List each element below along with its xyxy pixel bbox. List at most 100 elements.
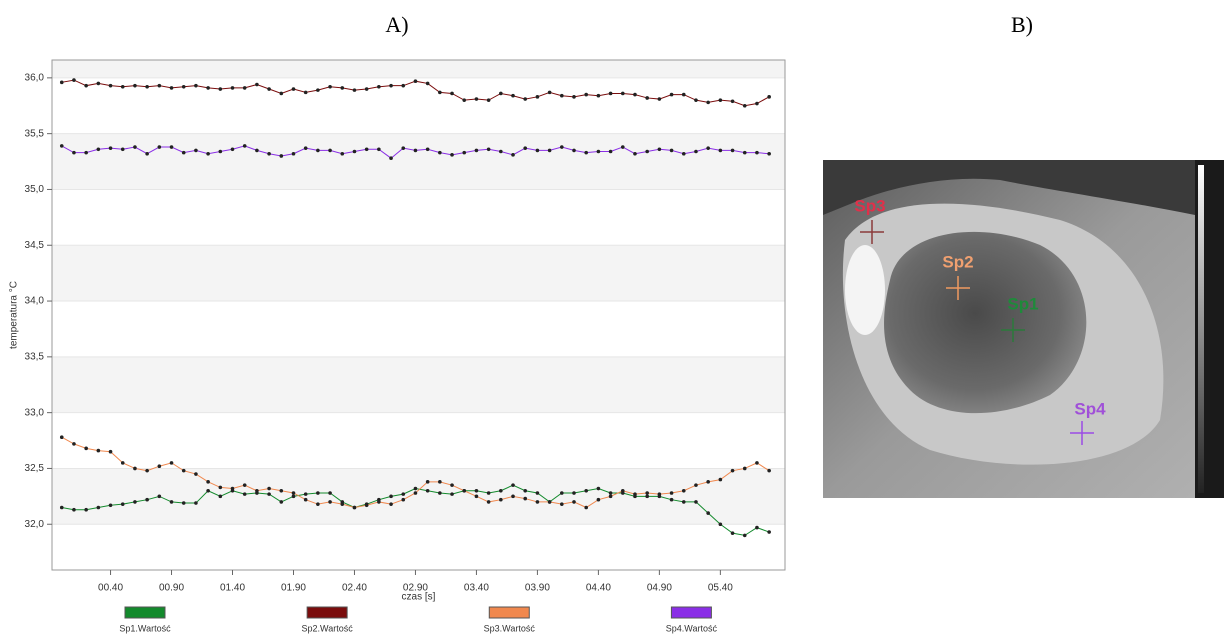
data-point — [316, 491, 320, 495]
data-point — [120, 461, 125, 465]
data-point — [645, 494, 649, 499]
data-point — [450, 483, 454, 487]
data-point — [120, 502, 125, 506]
data-point — [401, 83, 406, 88]
data-point — [364, 87, 369, 91]
legend-swatch[interactable] — [124, 606, 166, 619]
data-point — [572, 491, 576, 495]
spot-label: Sp2 — [942, 252, 973, 271]
data-point — [120, 84, 125, 89]
data-point — [450, 91, 454, 96]
data-point — [755, 101, 759, 106]
data-point — [669, 497, 674, 502]
legend-swatch[interactable] — [306, 606, 348, 619]
x-tick-label: 03.90 — [525, 583, 550, 594]
data-point — [194, 83, 198, 88]
data-point — [218, 87, 223, 91]
data-point — [608, 494, 613, 499]
data-point — [279, 488, 284, 493]
data-point — [267, 492, 271, 496]
data-point — [279, 91, 284, 96]
data-point — [352, 505, 357, 510]
data-point — [499, 149, 503, 154]
data-point — [133, 466, 137, 471]
data-point — [255, 82, 259, 87]
data-point — [230, 486, 235, 491]
data-point — [72, 78, 76, 82]
data-point — [511, 153, 515, 157]
data-point — [133, 500, 137, 504]
data-point — [230, 86, 235, 90]
x-tick-label: 00.90 — [159, 583, 184, 594]
data-point — [279, 154, 284, 158]
data-point — [291, 494, 296, 499]
legend-swatch[interactable] — [488, 606, 530, 619]
data-point — [84, 83, 88, 88]
grid-band — [52, 245, 785, 302]
data-point — [620, 91, 625, 96]
x-tick-label: 02.40 — [342, 583, 367, 594]
data-point — [523, 488, 528, 493]
data-point — [120, 147, 125, 152]
data-point — [169, 461, 174, 465]
y-tick-label: 32,5 — [25, 463, 45, 474]
data-point — [279, 500, 284, 504]
data-point — [499, 497, 503, 502]
data-point — [547, 90, 552, 95]
y-tick-label: 35,0 — [25, 184, 45, 195]
data-point — [303, 497, 308, 502]
data-point — [620, 488, 625, 493]
data-point — [706, 480, 710, 484]
data-point — [645, 96, 649, 100]
data-point — [194, 501, 198, 505]
data-point — [523, 496, 528, 501]
data-point — [145, 151, 149, 156]
legend-label: Sp1.Wartość — [119, 623, 171, 633]
data-point — [767, 468, 771, 473]
y-tick-label: 35,5 — [25, 128, 45, 139]
data-point — [255, 488, 259, 493]
data-point — [657, 492, 662, 496]
data-point — [291, 151, 296, 156]
legend-swatch[interactable] — [670, 606, 712, 619]
data-point — [633, 92, 637, 97]
data-point — [242, 492, 247, 496]
data-point — [462, 488, 467, 493]
data-point — [633, 151, 637, 156]
data-point — [535, 491, 540, 495]
data-point — [291, 87, 296, 91]
data-point — [742, 150, 747, 155]
data-point — [438, 491, 442, 495]
legend-label: Sp4.Wartość — [666, 623, 718, 633]
data-point — [608, 91, 613, 96]
data-point — [206, 480, 210, 484]
data-point — [572, 500, 576, 504]
data-point — [730, 468, 735, 473]
data-point — [438, 90, 442, 95]
chart: 32,0 32,5 33,0 33,5 34,0 34,5 35,0 35,5 36,0 00.4… — [9, 59, 786, 633]
data-point — [255, 148, 259, 153]
data-point — [718, 98, 723, 102]
data-point — [499, 488, 503, 493]
data-point — [84, 150, 88, 155]
x-tick-label: 01.90 — [281, 583, 306, 594]
y-tick-label: 33,5 — [25, 351, 45, 362]
x-tick-label: 04.90 — [647, 583, 672, 594]
data-point — [328, 500, 332, 504]
data-point — [328, 148, 332, 153]
data-point — [169, 86, 174, 90]
data-point — [194, 472, 198, 476]
data-point — [645, 149, 649, 154]
data-point — [694, 483, 698, 487]
data-point — [84, 507, 88, 512]
data-point — [425, 488, 430, 493]
data-point — [181, 501, 186, 505]
data-point — [742, 533, 747, 538]
x-tick-label: 04.40 — [586, 583, 611, 594]
data-point — [620, 145, 625, 149]
data-point — [742, 466, 747, 471]
y-tick-label: 34,5 — [25, 240, 45, 251]
data-point — [486, 147, 491, 152]
data-point — [181, 84, 186, 89]
data-point — [462, 98, 467, 102]
